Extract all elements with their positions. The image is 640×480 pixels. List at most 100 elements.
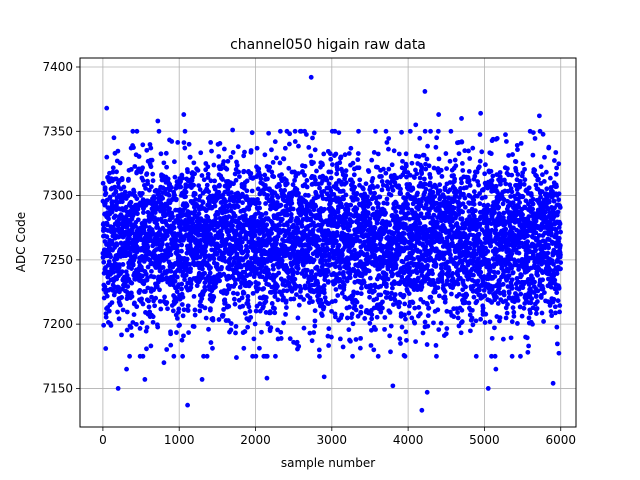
data-point — [470, 145, 476, 151]
data-point — [367, 201, 373, 207]
data-point — [458, 330, 464, 336]
data-point — [212, 227, 217, 233]
data-point — [146, 304, 152, 310]
data-point — [160, 265, 166, 270]
data-point — [244, 178, 250, 184]
data-point — [417, 311, 423, 317]
data-point — [333, 287, 339, 292]
data-point — [200, 266, 205, 272]
data-point — [146, 187, 152, 193]
data-point — [144, 147, 150, 153]
data-point — [210, 345, 215, 351]
data-point — [108, 254, 114, 260]
data-point — [168, 184, 174, 190]
data-point — [309, 269, 315, 274]
data-point — [187, 261, 193, 267]
data-point — [212, 178, 218, 184]
data-point — [261, 286, 267, 291]
data-point — [414, 171, 420, 177]
data-point — [224, 166, 230, 172]
data-point — [467, 183, 473, 188]
data-point — [330, 162, 335, 168]
data-point — [443, 151, 449, 156]
data-point — [128, 199, 134, 205]
data-point — [479, 149, 485, 155]
data-point — [311, 130, 317, 136]
data-point — [390, 271, 396, 277]
data-point — [398, 186, 403, 192]
data-point — [146, 298, 152, 304]
data-point — [412, 305, 418, 311]
data-point — [316, 347, 322, 353]
data-point — [230, 150, 236, 155]
data-point — [301, 297, 307, 302]
data-point — [144, 346, 149, 352]
data-point — [401, 292, 407, 298]
data-point — [374, 314, 380, 320]
data-point — [248, 281, 254, 286]
data-point — [304, 132, 309, 137]
data-point — [179, 242, 185, 248]
data-point — [326, 181, 332, 187]
data-point — [363, 181, 369, 187]
data-point — [149, 294, 154, 300]
data-point — [463, 284, 468, 290]
data-point — [281, 156, 287, 162]
data-point — [369, 316, 375, 322]
data-point — [375, 201, 381, 207]
data-point — [225, 158, 231, 164]
data-point — [386, 166, 392, 172]
data-point — [444, 166, 449, 171]
data-point — [467, 328, 473, 334]
data-point — [353, 337, 359, 342]
data-point — [358, 304, 364, 310]
data-point — [143, 223, 149, 229]
data-point — [475, 278, 481, 284]
data-point — [447, 158, 453, 164]
data-point — [116, 316, 122, 322]
data-point — [168, 268, 174, 274]
data-point — [112, 184, 118, 190]
data-point — [410, 300, 416, 306]
data-point — [403, 151, 409, 157]
data-point — [119, 269, 125, 274]
data-point — [433, 262, 439, 267]
data-point — [471, 294, 477, 300]
data-point — [219, 232, 225, 238]
data-point — [272, 139, 278, 145]
data-point — [375, 151, 381, 157]
data-point — [444, 326, 450, 331]
data-point — [336, 130, 342, 136]
data-point — [259, 329, 264, 335]
data-point — [346, 261, 352, 267]
data-point — [437, 182, 443, 188]
data-point — [164, 233, 170, 239]
data-point — [148, 145, 154, 151]
data-point — [140, 178, 146, 183]
data-point — [403, 329, 409, 335]
data-point — [310, 135, 315, 141]
data-point — [341, 282, 347, 288]
data-point — [459, 139, 465, 145]
data-point — [205, 164, 211, 170]
data-point — [230, 223, 236, 229]
data-point — [265, 321, 271, 326]
data-point — [403, 163, 409, 169]
data-point — [204, 353, 210, 359]
data-point — [393, 209, 399, 214]
data-point — [372, 288, 377, 294]
data-point — [459, 307, 465, 313]
data-point — [350, 180, 356, 185]
data-point — [262, 172, 268, 178]
data-point — [284, 212, 290, 218]
data-point — [103, 190, 109, 196]
data-point — [155, 279, 161, 285]
data-point — [473, 318, 479, 324]
data-point — [172, 192, 177, 198]
data-point — [334, 171, 340, 177]
data-point — [285, 222, 290, 228]
data-point — [417, 175, 423, 181]
data-point — [216, 189, 222, 195]
data-point — [118, 302, 123, 308]
data-point — [228, 255, 233, 261]
